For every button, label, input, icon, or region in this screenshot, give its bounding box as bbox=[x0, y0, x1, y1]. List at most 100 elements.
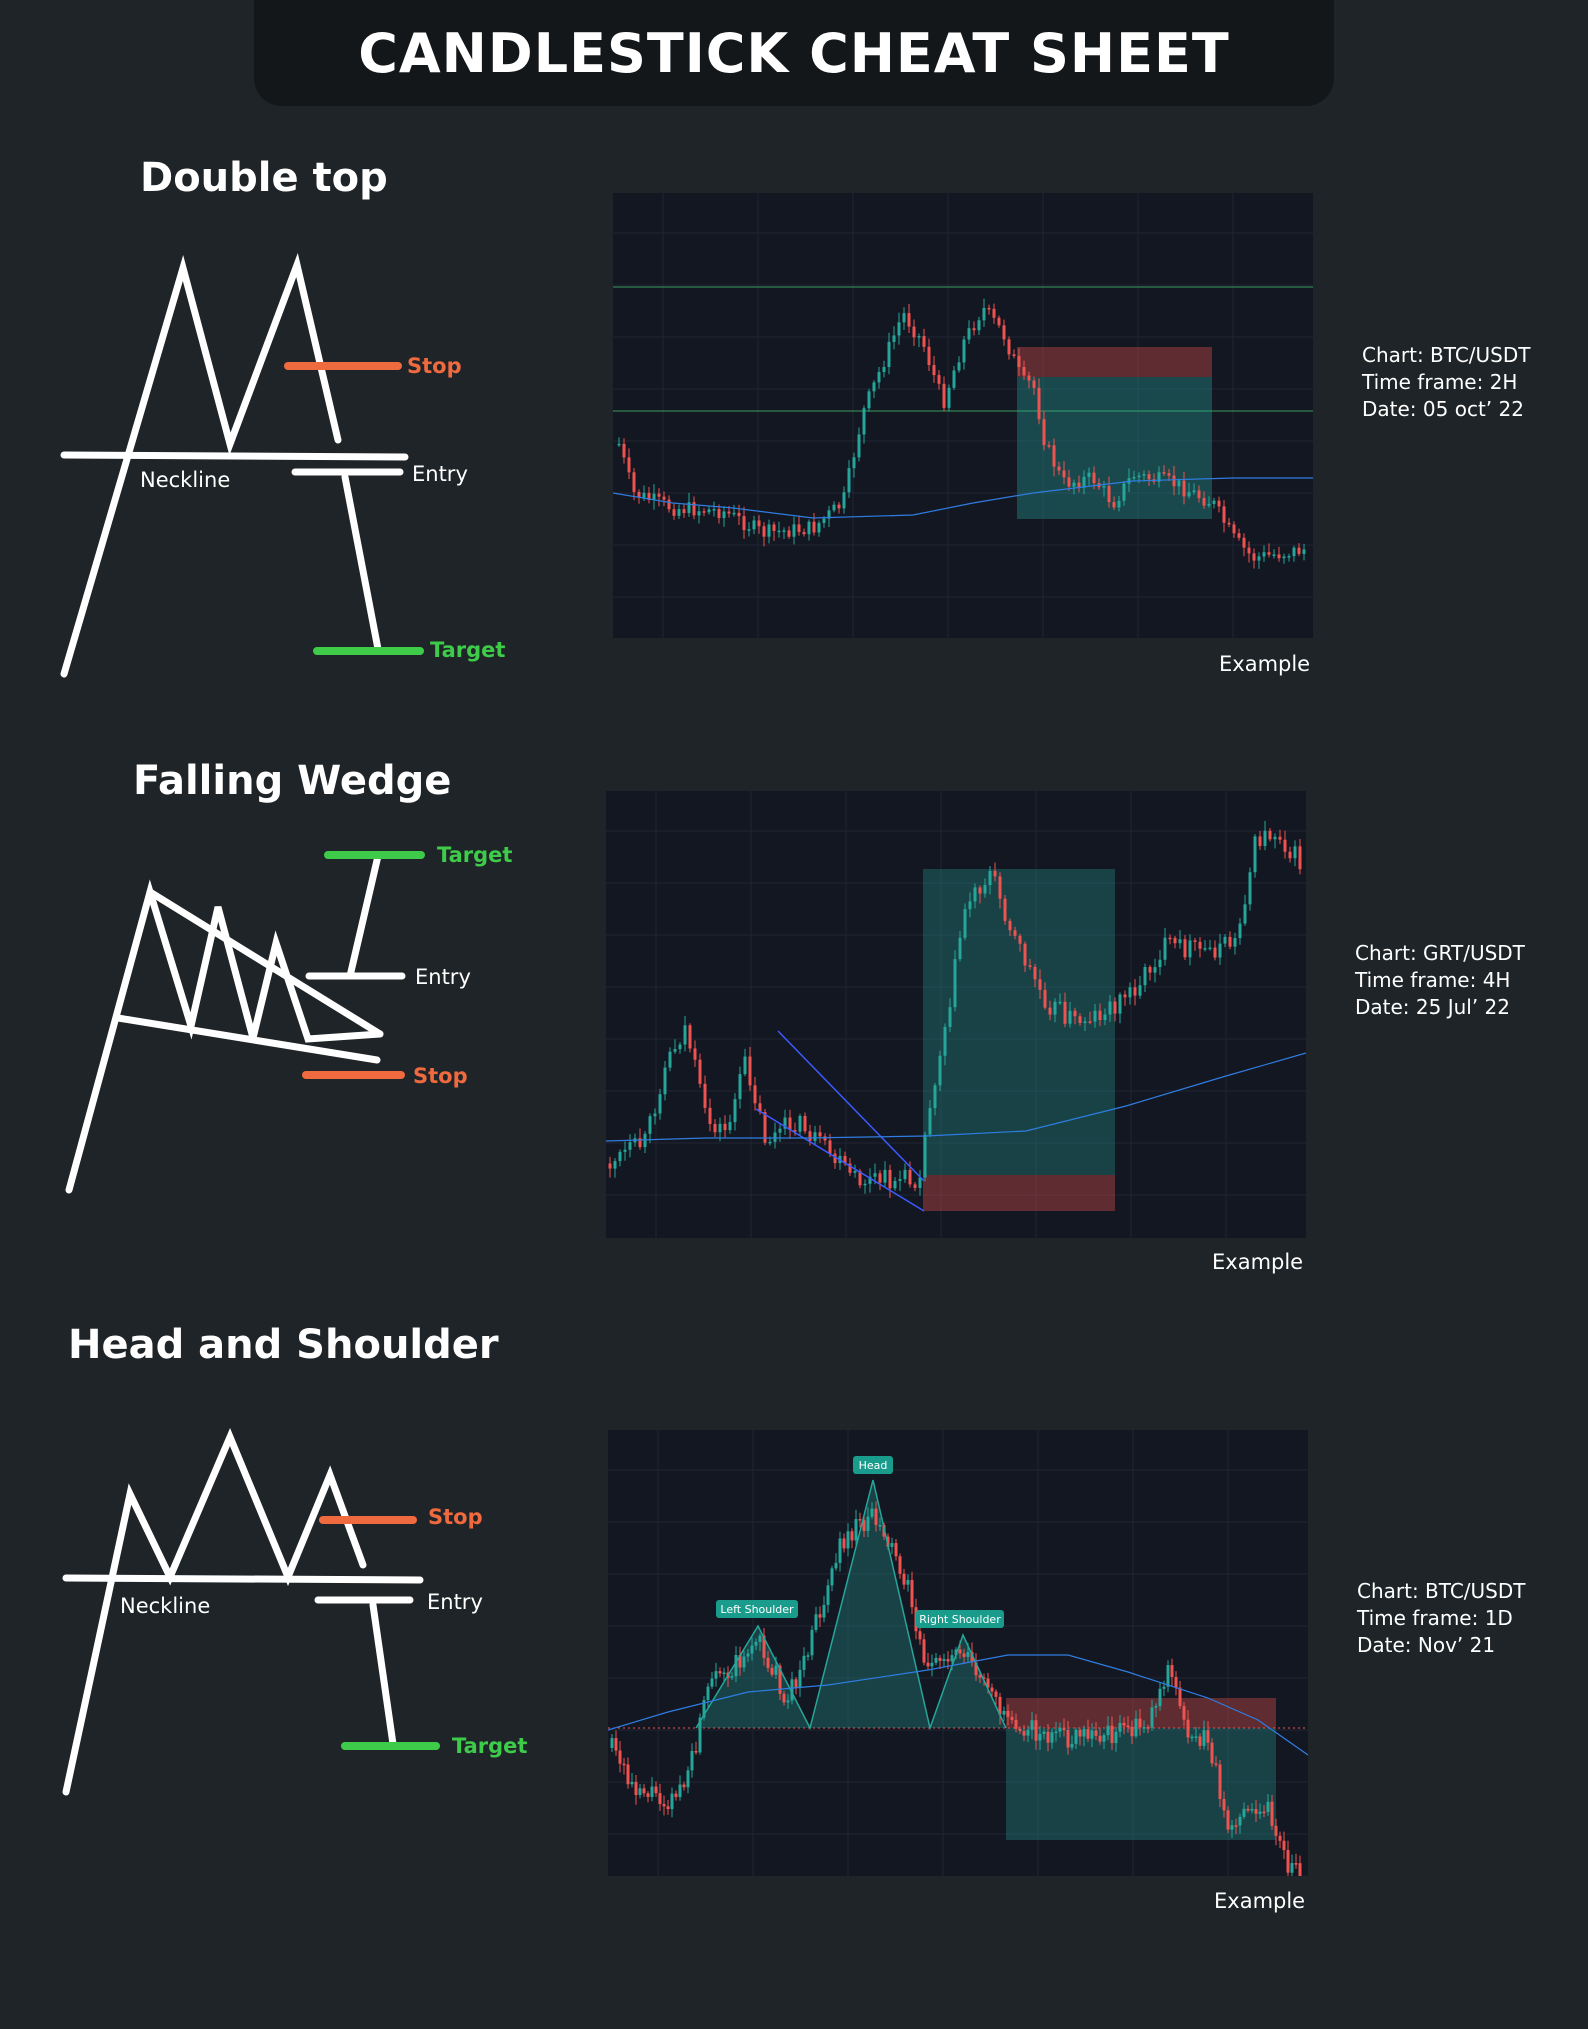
target-zone bbox=[923, 869, 1115, 1175]
candle bbox=[673, 1049, 677, 1052]
candle bbox=[997, 317, 1001, 326]
candle bbox=[650, 1786, 654, 1797]
candle bbox=[727, 511, 731, 514]
candle bbox=[614, 1738, 618, 1751]
candle bbox=[1032, 380, 1036, 388]
candle bbox=[752, 520, 756, 530]
candle bbox=[1092, 472, 1096, 484]
candle bbox=[828, 1140, 832, 1154]
candle bbox=[874, 1508, 878, 1526]
candle bbox=[634, 1781, 638, 1795]
candle bbox=[1250, 1809, 1254, 1811]
candle bbox=[1173, 937, 1177, 944]
candle bbox=[808, 1131, 812, 1141]
candle bbox=[1086, 1729, 1090, 1739]
candle bbox=[1262, 1811, 1266, 1814]
candle bbox=[1222, 506, 1226, 523]
candle bbox=[1127, 478, 1131, 484]
candle bbox=[1252, 553, 1256, 561]
candle bbox=[638, 1788, 642, 1795]
candle bbox=[702, 511, 706, 513]
candle bbox=[1298, 846, 1302, 870]
candle bbox=[902, 1573, 906, 1585]
candle bbox=[1087, 472, 1091, 477]
candle bbox=[1237, 533, 1241, 538]
candle bbox=[1218, 1764, 1222, 1800]
candle bbox=[770, 1667, 774, 1675]
candle bbox=[1278, 1835, 1282, 1841]
candle bbox=[682, 1784, 686, 1788]
candle bbox=[690, 1751, 694, 1771]
candle bbox=[662, 1804, 666, 1807]
candle bbox=[737, 512, 741, 517]
candle bbox=[1022, 367, 1026, 376]
candle bbox=[1138, 1718, 1142, 1728]
candle bbox=[646, 1793, 650, 1797]
candle bbox=[1168, 937, 1172, 940]
candle bbox=[1093, 1010, 1097, 1022]
candle bbox=[958, 937, 962, 960]
candle bbox=[886, 1536, 890, 1547]
candle bbox=[627, 457, 631, 473]
candle bbox=[1072, 482, 1076, 487]
example-label: Example bbox=[1212, 1250, 1304, 1274]
candle bbox=[792, 524, 796, 537]
candle bbox=[1178, 939, 1182, 944]
candle bbox=[867, 391, 871, 409]
candle bbox=[1198, 941, 1202, 949]
example-label: Example bbox=[1214, 1889, 1306, 1913]
candle bbox=[717, 509, 721, 519]
candle bbox=[1158, 959, 1162, 968]
candle bbox=[1070, 1743, 1074, 1748]
candle bbox=[643, 1133, 647, 1148]
candle bbox=[1146, 1727, 1150, 1729]
candle bbox=[1123, 994, 1127, 998]
candle bbox=[1126, 1725, 1130, 1728]
candle bbox=[1117, 500, 1121, 508]
candle bbox=[698, 1717, 702, 1753]
pattern-outline bbox=[695, 1479, 1007, 1731]
candle bbox=[1227, 522, 1231, 525]
candle bbox=[1194, 1736, 1198, 1738]
chart-timeframe: Time frame: 1D bbox=[1357, 1606, 1513, 1630]
candle bbox=[1207, 503, 1211, 506]
candle bbox=[1238, 923, 1242, 939]
candle bbox=[668, 1051, 672, 1068]
candle bbox=[733, 1099, 737, 1123]
entry-label: Entry bbox=[427, 1590, 483, 1614]
candle bbox=[1150, 1707, 1154, 1728]
candle bbox=[888, 1169, 892, 1189]
candle bbox=[882, 366, 886, 373]
candle bbox=[957, 362, 961, 371]
candle bbox=[853, 1171, 857, 1173]
candle bbox=[993, 870, 997, 877]
candle bbox=[610, 1738, 614, 1748]
candle bbox=[1258, 1811, 1262, 1814]
candle bbox=[1183, 939, 1187, 958]
candle bbox=[912, 326, 916, 338]
candle bbox=[767, 524, 771, 537]
candle bbox=[758, 1103, 762, 1113]
candle bbox=[1014, 1719, 1018, 1729]
candle bbox=[1114, 1731, 1118, 1744]
candle bbox=[1058, 1727, 1062, 1732]
candle bbox=[738, 1074, 742, 1100]
candle bbox=[1228, 936, 1232, 947]
candle bbox=[1246, 1808, 1250, 1811]
candle bbox=[908, 1169, 912, 1185]
candle bbox=[702, 1700, 706, 1718]
candle bbox=[677, 509, 681, 516]
head-and-shoulder-example-chart: Head Left Shoulder Right Shoulder bbox=[608, 1430, 1308, 1876]
double-top-example-chart bbox=[613, 193, 1313, 638]
candle bbox=[1094, 1730, 1098, 1736]
candle bbox=[954, 1649, 958, 1656]
candle bbox=[678, 1044, 682, 1050]
candle bbox=[1257, 556, 1261, 561]
candle bbox=[1046, 1731, 1050, 1743]
candle bbox=[1108, 1001, 1112, 1015]
candle bbox=[1170, 1665, 1174, 1677]
candle bbox=[998, 876, 1002, 899]
candle bbox=[666, 1806, 670, 1810]
candle bbox=[1082, 476, 1086, 488]
candle bbox=[802, 1655, 806, 1670]
